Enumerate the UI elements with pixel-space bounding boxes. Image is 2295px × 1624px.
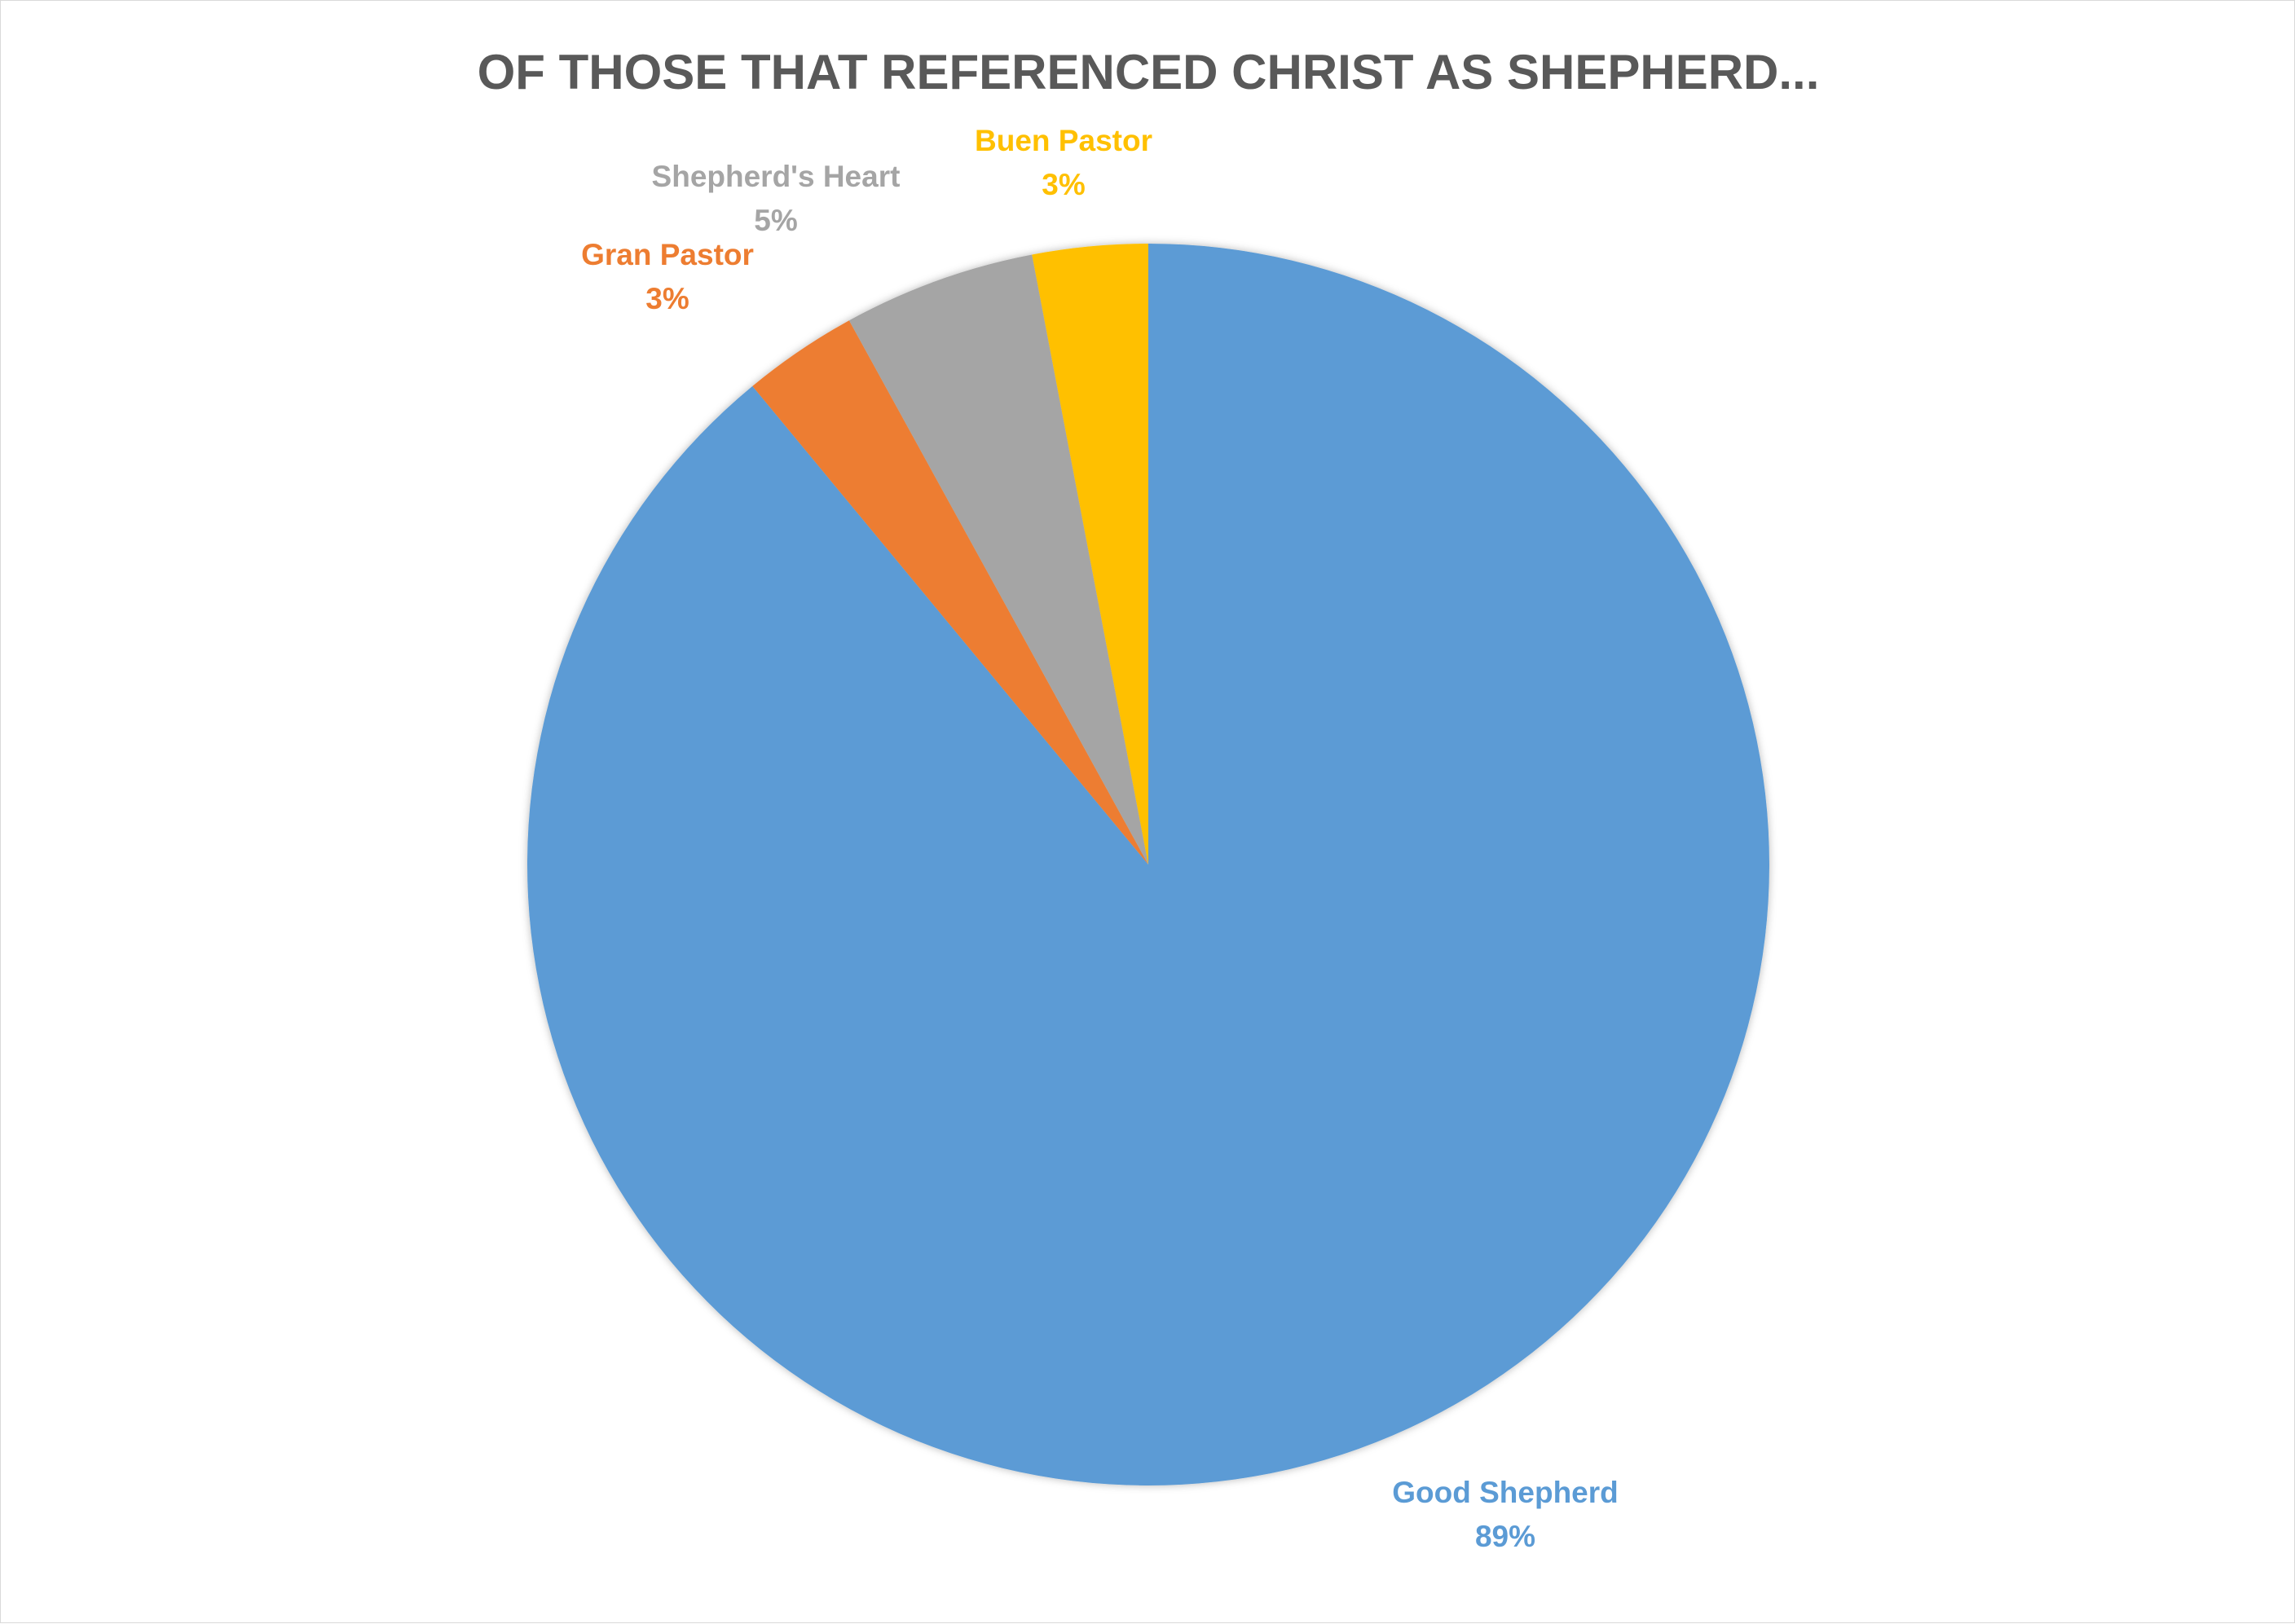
data-label-value-good-shepherd: 89% [1475, 1520, 1535, 1553]
data-label-value-shepherd-s-heart: 5% [754, 204, 797, 237]
pie-slice-good-shepherd [526, 244, 1769, 1485]
pie-slices [526, 244, 1769, 1485]
pie-slice-shepherd-s-heart [848, 254, 1148, 865]
data-label-name-good-shepherd: Good Shepherd [1392, 1476, 1619, 1509]
chart-title: OF THOSE THAT REFERENCED CHRIST AS SHEPH… [478, 45, 1820, 99]
pie-slice-buen-pastor [1032, 244, 1148, 865]
data-labels: Good Shepherd 89% Gran Pastor 3% Shepherd's … [581, 124, 1619, 1553]
data-label-value-buen-pastor: 3% [1042, 168, 1085, 201]
data-label-name-shepherd-s-heart: Shepherd's Heart [652, 160, 901, 193]
data-label-name-gran-pastor: Gran Pastor [581, 238, 754, 271]
pie-slice-gran-pastor [752, 320, 1148, 865]
data-label-name-buen-pastor: Buen Pastor [975, 124, 1152, 157]
data-label-value-gran-pastor: 3% [645, 282, 689, 315]
